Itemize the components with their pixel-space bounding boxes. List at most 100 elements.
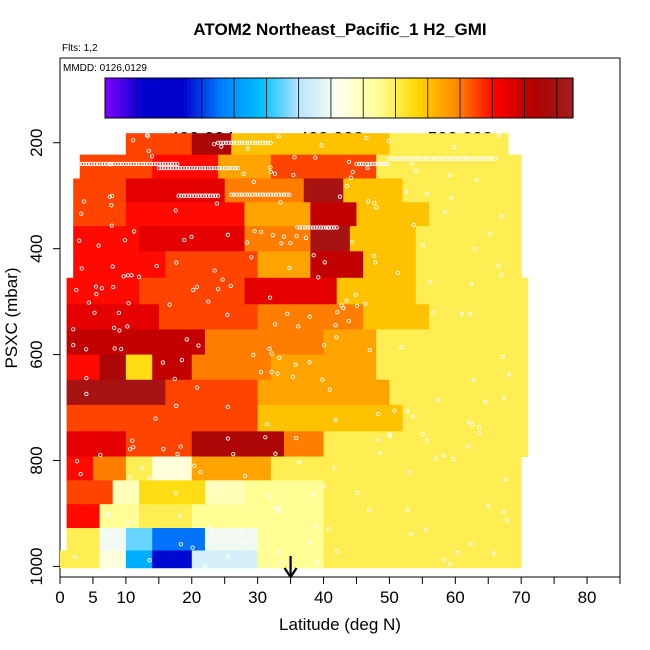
colorbar-swatch <box>198 78 204 118</box>
sample-point <box>129 273 134 278</box>
heatmap-cell <box>125 528 153 552</box>
sample-point <box>426 156 432 161</box>
colorbar-swatch <box>541 78 547 118</box>
sample-point <box>263 435 268 440</box>
sample-point <box>194 284 200 290</box>
sample-point <box>411 414 416 419</box>
colorbar-swatch <box>378 78 383 118</box>
colorbar-swatch <box>339 78 344 118</box>
sample-point <box>375 161 380 167</box>
sample-point <box>74 287 79 293</box>
colorbar-swatch <box>444 78 449 118</box>
colorbar-swatch <box>335 78 340 118</box>
sample-point <box>367 161 372 167</box>
colorbar-swatch <box>222 78 227 118</box>
sample-point <box>107 141 112 147</box>
sample-point <box>190 166 196 171</box>
sample-point <box>458 156 463 161</box>
sample-point <box>385 161 391 167</box>
x-tick-label: 50 <box>380 588 399 607</box>
sample-point <box>439 156 445 161</box>
sample-point <box>372 253 377 259</box>
sample-point <box>212 141 217 147</box>
sample-point <box>153 416 158 421</box>
colorbar-swatch <box>116 78 122 118</box>
sample-point <box>72 554 78 560</box>
sample-point <box>202 193 208 198</box>
sample-point <box>392 156 397 161</box>
sample-point <box>506 372 512 377</box>
sample-point <box>222 534 227 539</box>
sample-point <box>425 438 430 443</box>
sample-point <box>242 192 247 197</box>
sample-point <box>239 192 244 197</box>
sample-point <box>307 360 312 365</box>
colorbar-swatch <box>233 78 239 118</box>
sample-point <box>326 225 331 230</box>
colorbar-swatch <box>463 78 469 118</box>
sample-point <box>249 255 254 260</box>
sample-point <box>334 335 339 340</box>
sample-point <box>245 146 251 151</box>
sample-point <box>267 346 272 351</box>
sample-point <box>346 318 351 324</box>
sample-point <box>277 355 282 360</box>
sample-point <box>364 135 369 141</box>
sample-point <box>321 484 326 489</box>
sample-point <box>290 374 296 379</box>
sample-point <box>251 352 256 358</box>
sample-point <box>255 192 260 197</box>
sample-point <box>413 156 418 161</box>
sample-point <box>186 193 192 198</box>
sample-point <box>90 161 96 167</box>
sample-point <box>219 144 224 149</box>
x-tick-label: 0 <box>55 588 64 607</box>
sample-point <box>333 323 338 328</box>
sample-point <box>503 477 509 482</box>
colorbar-swatch <box>214 78 219 118</box>
sample-point <box>126 301 131 306</box>
sample-point <box>372 200 377 206</box>
y-tick-label: 800 <box>27 446 46 474</box>
colorbar-swatch <box>237 78 243 118</box>
sample-point <box>287 265 292 271</box>
sample-point <box>130 438 135 443</box>
sample-point <box>434 156 439 161</box>
heatmap-cell <box>257 379 390 406</box>
colorbar-swatch <box>452 78 457 118</box>
sample-point <box>264 422 270 427</box>
sample-point <box>143 161 148 167</box>
sample-point <box>322 260 327 265</box>
heatmap-cell <box>79 154 153 179</box>
colorbar-swatch <box>186 78 192 118</box>
colorbar-swatch <box>436 78 441 118</box>
sample-point <box>445 156 450 161</box>
sample-point <box>161 446 166 452</box>
colorbar-swatch <box>545 78 551 118</box>
sample-point <box>227 166 233 171</box>
sample-point <box>235 166 241 171</box>
colorbar-swatch <box>483 78 488 118</box>
sample-point <box>101 161 106 167</box>
sample-point <box>268 192 273 197</box>
sample-point <box>448 195 454 200</box>
heatmap-cell <box>204 528 259 552</box>
sample-point <box>276 192 281 197</box>
heatmap-cell <box>270 354 377 381</box>
sample-point <box>173 208 178 213</box>
heatmap-cell <box>204 480 245 505</box>
sample-point <box>296 324 301 329</box>
colorbar-swatch <box>358 78 363 118</box>
sample-point <box>225 232 230 237</box>
sample-point <box>146 148 151 154</box>
sample-point <box>272 171 278 176</box>
sample-point <box>272 505 277 510</box>
sample-point <box>432 156 437 161</box>
sample-point <box>452 145 457 150</box>
heatmap-cell <box>389 133 509 156</box>
sample-point <box>216 286 221 292</box>
sample-point <box>470 422 475 427</box>
colorbar-swatch <box>206 78 211 118</box>
plot-frame <box>59 57 621 578</box>
sample-point <box>332 465 337 470</box>
